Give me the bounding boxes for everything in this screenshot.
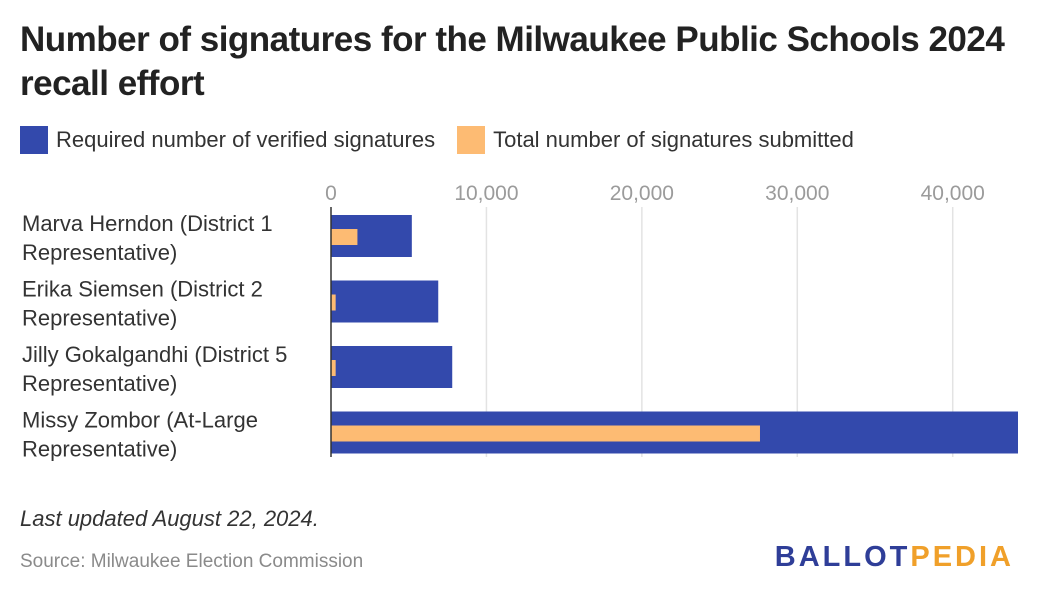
category-label-line: Jilly Gokalgandhi (District 5 (22, 342, 287, 367)
bar-submitted-0 (331, 229, 358, 245)
category-label-line: Erika Siemsen (District 2 (22, 277, 263, 302)
source-text: Source: Milwaukee Election Commission (20, 551, 364, 572)
legend-swatch-submitted (457, 126, 486, 154)
bar-submitted-1 (331, 294, 336, 311)
bar-submitted-3 (331, 425, 760, 442)
x-tick-label-2: 20,000 (610, 182, 674, 205)
x-tick-label-1: 10,000 (454, 182, 518, 205)
category-label-line: Missy Zombor (At-Large (22, 408, 258, 433)
x-tick-label-0: 0 (325, 182, 337, 205)
bar-required-2 (331, 346, 453, 388)
category-label-line: Representative) (22, 240, 177, 265)
bar-chart: 0 10,000 20,000 30,000 40,000 Marva Herndon (… (22, 182, 1018, 462)
x-tick-label-3: 30,000 (765, 182, 829, 205)
category-label-2: Jilly Gokalgandhi (District 5 Representat… (22, 342, 287, 396)
bar-submitted-2 (331, 360, 336, 376)
category-label-0: Marva Herndon (District 1 Representative) (22, 211, 273, 265)
x-tick-label-4: 40,000 (921, 182, 985, 205)
legend-label-required: Required number of verified signatures (56, 127, 436, 152)
last-updated-note: Last updated August 22, 2024. (20, 506, 319, 531)
category-label-line: Representative) (22, 437, 177, 462)
chart-title: Number of signatures for the Milwaukee P… (20, 20, 1005, 103)
logo-part-pedia: PEDIA (910, 541, 1014, 573)
ballotpedia-logo: BALLOTPEDIA (775, 541, 1014, 574)
category-label-line: Representative) (22, 371, 177, 396)
logo-part-ballot: BALLOT (774, 541, 911, 573)
category-label-3: Missy Zombor (At-Large Representative) (22, 408, 258, 462)
legend-item-required: Required number of verified signatures (20, 126, 435, 154)
category-label-1: Erika Siemsen (District 2 Representative) (22, 277, 263, 331)
category-label-line: Marva Herndon (District 1 (22, 211, 273, 236)
bar-required-1 (331, 280, 439, 323)
category-label-line: Representative) (22, 306, 177, 331)
legend-label-submitted: Total number of signatures submitted (493, 127, 854, 152)
legend-swatch-required (20, 126, 48, 154)
legend: Required number of verified signatures T… (20, 124, 876, 156)
legend-item-submitted: Total number of signatures submitted (457, 126, 854, 154)
